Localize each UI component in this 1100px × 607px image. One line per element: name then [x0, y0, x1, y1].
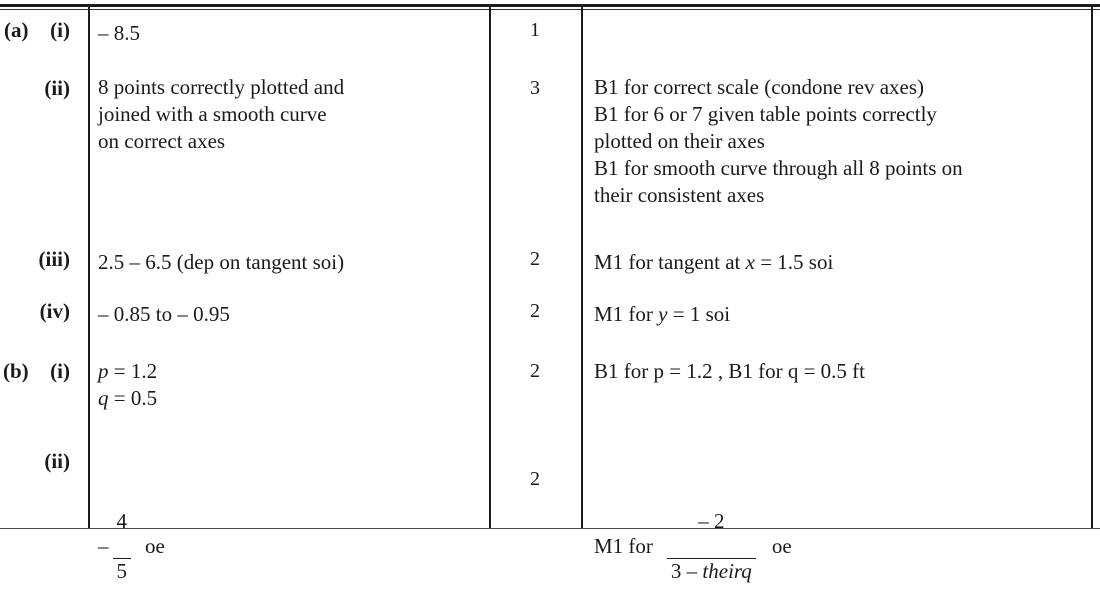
table-right-border — [1091, 6, 1093, 528]
table-top-rule-thick — [0, 4, 1100, 7]
comment-suffix: = 1 soi — [667, 302, 731, 326]
answer-oe-label: oe — [145, 533, 165, 558]
row-marks: 3 — [530, 77, 540, 99]
denominator-prefix: 3 – — [670, 558, 703, 583]
row-comment: B1 for correct scale (condone rev axes) … — [594, 75, 963, 207]
row-marks: 2 — [530, 360, 540, 382]
row-numeral-label: (iv) — [39, 299, 70, 323]
table-bottom-rule — [0, 528, 1100, 529]
answer-variable-p: p — [98, 359, 109, 383]
row-comment: B1 for p = 1.2 , B1 for q = 0.5 ft — [594, 359, 866, 383]
comment-variable: y — [658, 302, 668, 326]
row-numeral-label: (iii) — [38, 247, 71, 271]
column-divider-marks-left — [489, 6, 491, 528]
answer-variable-q: q — [98, 386, 109, 410]
row-part-label: (a) — [4, 18, 29, 42]
row-answer: – 4 5 oe — [98, 459, 165, 607]
column-divider-marks-right — [581, 6, 583, 528]
row-marks: 1 — [530, 19, 540, 41]
comment-prefix: M1 for tangent at — [594, 250, 746, 274]
comment-prefix: M1 for — [594, 533, 653, 558]
row-answer: – 8.5 — [98, 21, 140, 45]
row-answer: – 0.85 to – 0.95 — [98, 302, 230, 326]
fraction-denominator: 5 — [112, 557, 131, 584]
row-comment: M1 for y = 1 soi — [594, 301, 1088, 328]
comment-expression: M1 for – 2 3 – theirq oe — [594, 486, 792, 607]
row-comment: M1 for tangent at x = 1.5 soi — [594, 249, 1088, 276]
mark-scheme-table: (a) (i) – 8.5 1 (ii) 8 points correctly … — [0, 4, 1100, 582]
column-divider-answer — [88, 6, 90, 528]
row-marks: 2 — [530, 248, 540, 270]
row-numeral-label: (ii) — [44, 76, 70, 100]
row-answer: p = 1.2 q = 0.5 — [98, 358, 157, 412]
fraction-four-fifths: 4 5 — [112, 486, 131, 607]
fraction-numerator: – 2 — [698, 508, 725, 533]
table-top-rule-thin — [0, 9, 1100, 10]
fraction-denominator: 3 – theirq — [666, 557, 756, 584]
row-comment: M1 for – 2 3 – theirq oe — [594, 459, 1088, 607]
answer-minus-sign: – — [98, 533, 109, 558]
row-part-label: (b) — [3, 359, 29, 383]
row-numeral-label: (i) — [50, 18, 70, 42]
row-marks: 2 — [530, 300, 540, 322]
fraction-minus-two-over-three-minus-theirq: – 2 3 – theirq — [666, 486, 756, 607]
denominator-variable: theirq — [702, 558, 752, 583]
comment-variable: x — [745, 250, 755, 274]
comment-oe-label: oe — [771, 533, 792, 558]
row-marks: 2 — [530, 468, 540, 490]
answer-fraction: – 4 5 oe — [98, 486, 165, 607]
answer-value-p: = 1.2 — [108, 359, 158, 383]
row-answer: 8 points correctly plotted and joined wi… — [98, 75, 345, 153]
comment-suffix: = 1.5 soi — [754, 250, 834, 274]
fraction-numerator: 4 — [116, 508, 128, 533]
answer-value-q: = 0.5 — [108, 386, 158, 410]
row-numeral-label: (i) — [50, 359, 70, 383]
row-answer: 2.5 – 6.5 (dep on tangent soi) — [98, 250, 345, 274]
row-numeral-label: (ii) — [44, 449, 70, 473]
comment-prefix: M1 for — [594, 302, 659, 326]
